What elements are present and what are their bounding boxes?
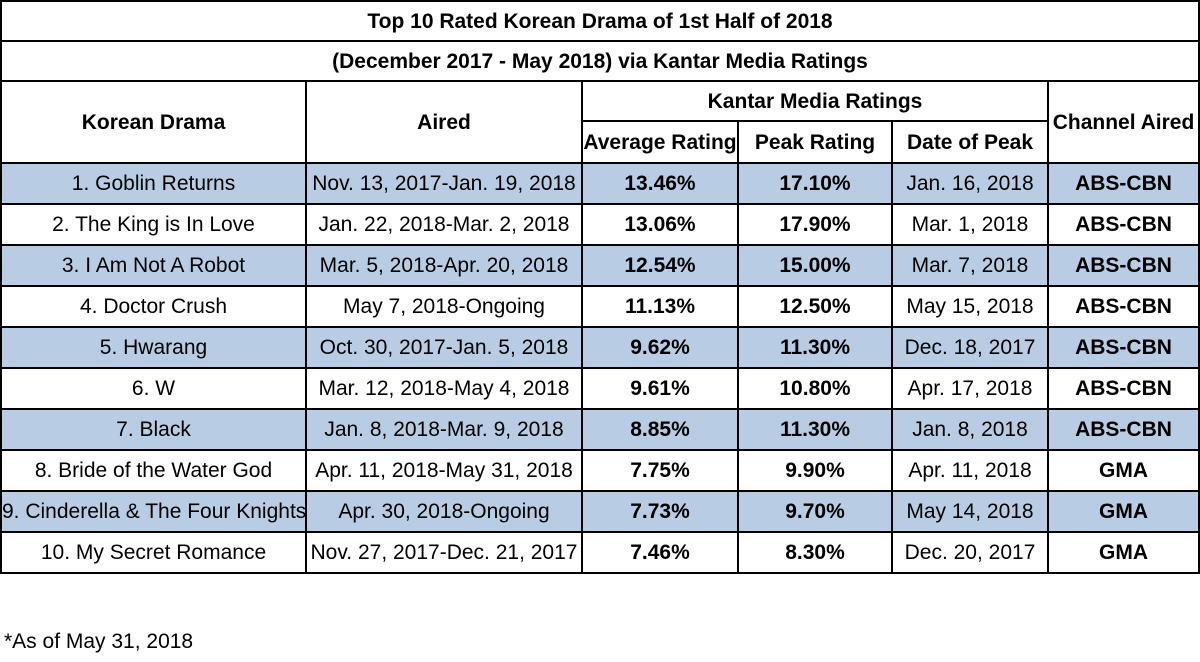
cell-aired: Mar. 5, 2018-Apr. 20, 2018 <box>305 244 583 287</box>
cell-channel-aired: ABS-CBN <box>1047 162 1200 205</box>
cell-peak-rating: 15.00% <box>737 244 893 287</box>
cell-date-of-peak: May 14, 2018 <box>891 490 1049 533</box>
cell-peak-rating: 10.80% <box>737 367 893 410</box>
cell-peak-rating: 11.30% <box>737 408 893 451</box>
cell-peak-rating: 8.30% <box>737 531 893 574</box>
cell-peak-rating: 12.50% <box>737 285 893 328</box>
table-row: 10. My Secret Romance Nov. 27, 2017-Dec. … <box>0 531 1200 574</box>
table-row: 7. Black Jan. 8, 2018-Mar. 9, 2018 8.85% 11… <box>0 408 1200 451</box>
cell-average-rating: 13.46% <box>581 162 739 205</box>
header-average-rating: Average Rating <box>581 120 739 164</box>
cell-channel-aired: ABS-CBN <box>1047 367 1200 410</box>
cell-aired: Nov. 13, 2017-Jan. 19, 2018 <box>305 162 583 205</box>
cell-drama: 5. Hwarang <box>0 326 307 369</box>
cell-average-rating: 9.61% <box>581 367 739 410</box>
table-row: 2. The King is In Love Jan. 22, 2018-Mar.… <box>0 203 1200 246</box>
cell-peak-rating: 9.90% <box>737 449 893 492</box>
cell-drama: 1. Goblin Returns <box>0 162 307 205</box>
cell-average-rating: 11.13% <box>581 285 739 328</box>
cell-drama: 10. My Secret Romance <box>0 531 307 574</box>
cell-aired: Mar. 12, 2018-May 4, 2018 <box>305 367 583 410</box>
table-row: 9. Cinderella & The Four Knights Apr. 30,… <box>0 490 1200 533</box>
cell-aired: Jan. 22, 2018-Mar. 2, 2018 <box>305 203 583 246</box>
cell-average-rating: 12.54% <box>581 244 739 287</box>
table-row: 4. Doctor Crush May 7, 2018-Ongoing 11.13%… <box>0 285 1200 328</box>
cell-date-of-peak: May 15, 2018 <box>891 285 1049 328</box>
cell-date-of-peak: Jan. 8, 2018 <box>891 408 1049 451</box>
cell-channel-aired: GMA <box>1047 449 1200 492</box>
header-peak-rating: Peak Rating <box>737 120 893 164</box>
cell-drama: 6. W <box>0 367 307 410</box>
header-korean-drama: Korean Drama <box>0 80 307 164</box>
cell-average-rating: 7.75% <box>581 449 739 492</box>
header-aired: Aired <box>305 80 583 164</box>
table-row: 3. I Am Not A Robot Mar. 5, 2018-Apr. 20,… <box>0 244 1200 287</box>
cell-peak-rating: 11.30% <box>737 326 893 369</box>
cell-drama: 2. The King is In Love <box>0 203 307 246</box>
table-row: 6. W Mar. 12, 2018-May 4, 2018 9.61% 10.80%… <box>0 367 1200 410</box>
cell-aired: Apr. 11, 2018-May 31, 2018 <box>305 449 583 492</box>
cell-date-of-peak: Jan. 16, 2018 <box>891 162 1049 205</box>
cell-aired: Oct. 30, 2017-Jan. 5, 2018 <box>305 326 583 369</box>
cell-average-rating: 7.46% <box>581 531 739 574</box>
cell-aired: Nov. 27, 2017-Dec. 21, 2017 <box>305 531 583 574</box>
cell-date-of-peak: Dec. 20, 2017 <box>891 531 1049 574</box>
header-kantar-media-ratings: Kantar Media Ratings <box>581 80 1049 122</box>
header-channel-aired: Channel Aired <box>1047 80 1200 164</box>
cell-aired: May 7, 2018-Ongoing <box>305 285 583 328</box>
cell-drama: 9. Cinderella & The Four Knights <box>0 490 307 533</box>
cell-channel-aired: ABS-CBN <box>1047 244 1200 287</box>
cell-drama: 8. Bride of the Water God <box>0 449 307 492</box>
cell-channel-aired: ABS-CBN <box>1047 408 1200 451</box>
cell-average-rating: 8.85% <box>581 408 739 451</box>
cell-peak-rating: 17.10% <box>737 162 893 205</box>
cell-peak-rating: 17.90% <box>737 203 893 246</box>
ratings-table: Top 10 Rated Korean Drama of 1st Half of… <box>0 0 1200 574</box>
header-date-of-peak: Date of Peak <box>891 120 1049 164</box>
cell-average-rating: 9.62% <box>581 326 739 369</box>
cell-drama: 3. I Am Not A Robot <box>0 244 307 287</box>
cell-average-rating: 13.06% <box>581 203 739 246</box>
table-row: 5. Hwarang Oct. 30, 2017-Jan. 5, 2018 9.62… <box>0 326 1200 369</box>
cell-channel-aired: GMA <box>1047 490 1200 533</box>
cell-date-of-peak: Dec. 18, 2017 <box>891 326 1049 369</box>
cell-channel-aired: ABS-CBN <box>1047 326 1200 369</box>
cell-channel-aired: GMA <box>1047 531 1200 574</box>
cell-date-of-peak: Apr. 11, 2018 <box>891 449 1049 492</box>
cell-date-of-peak: Mar. 1, 2018 <box>891 203 1049 246</box>
cell-drama: 4. Doctor Crush <box>0 285 307 328</box>
table-row: 1. Goblin Returns Nov. 13, 2017-Jan. 19, … <box>0 162 1200 205</box>
cell-drama: 7. Black <box>0 408 307 451</box>
footnote: *As of May 31, 2018 <box>4 630 194 653</box>
cell-date-of-peak: Mar. 7, 2018 <box>891 244 1049 287</box>
cell-peak-rating: 9.70% <box>737 490 893 533</box>
table-row: 8. Bride of the Water God Apr. 11, 2018-M… <box>0 449 1200 492</box>
cell-average-rating: 7.73% <box>581 490 739 533</box>
table-title: Top 10 Rated Korean Drama of 1st Half of… <box>0 0 1200 42</box>
cell-channel-aired: ABS-CBN <box>1047 285 1200 328</box>
cell-aired: Jan. 8, 2018-Mar. 9, 2018 <box>305 408 583 451</box>
cell-aired: Apr. 30, 2018-Ongoing <box>305 490 583 533</box>
cell-channel-aired: ABS-CBN <box>1047 203 1200 246</box>
table-subtitle: (December 2017 - May 2018) via Kantar Me… <box>0 40 1200 82</box>
cell-date-of-peak: Apr. 17, 2018 <box>891 367 1049 410</box>
